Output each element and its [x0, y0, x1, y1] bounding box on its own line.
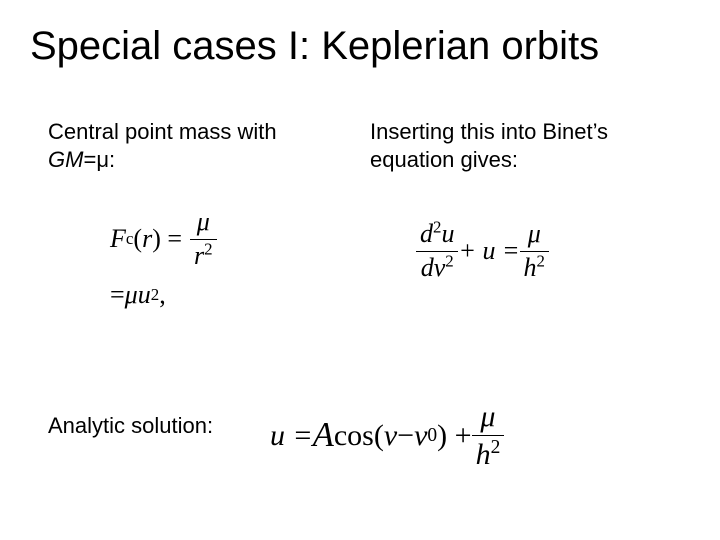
analytic-solution-label: Analytic solution:	[48, 412, 213, 440]
fc2-mu: μ	[125, 280, 138, 310]
binet-frac-right: μ h2	[520, 220, 549, 282]
gm-symbol: GM	[48, 147, 83, 172]
slide-title: Special cases I: Keplerian orbits	[30, 24, 599, 69]
right-line-2: equation gives:	[370, 146, 690, 174]
sol-A: A	[313, 416, 334, 455]
fc-den-r: r	[194, 241, 204, 270]
binet-u: u	[441, 219, 454, 248]
fc-fraction: μ r2	[190, 208, 217, 270]
binet-frac-left: d2u dν2	[416, 220, 458, 282]
left-column-text: Central point mass with GM=μ:	[48, 118, 348, 173]
equation-binet: d2u dν2 + u = μ h2	[416, 220, 549, 282]
binet-d1: d	[420, 219, 433, 248]
binet-nu: ν	[434, 253, 446, 282]
binet-d2: d	[421, 253, 434, 282]
mu-symbol: μ	[96, 147, 109, 172]
binet-h-exp: 2	[537, 251, 545, 270]
gm-eq: =	[83, 147, 96, 172]
sol-close-plus: ) +	[437, 419, 471, 453]
binet-nu-exp: 2	[445, 251, 453, 270]
sol-u-eq: u =	[270, 419, 313, 453]
sol-h: h	[476, 438, 491, 471]
gm-colon: :	[109, 147, 115, 172]
sol-mu: μ	[480, 400, 495, 433]
equation-fc2: = μu2,	[110, 280, 166, 310]
sol-minus: −	[397, 419, 414, 453]
sol-cos: cos(	[334, 419, 384, 453]
sol-nu0: ν	[414, 419, 427, 453]
slide: Special cases I: Keplerian orbits Centra…	[0, 0, 720, 540]
left-line-2: GM=μ:	[48, 146, 348, 174]
fc-close-eq: ) =	[152, 224, 182, 254]
fc2-comma: ,	[159, 280, 166, 310]
sol-nu: ν	[384, 419, 397, 453]
sol-frac: μ h2	[472, 400, 505, 471]
left-line-1: Central point mass with	[48, 118, 348, 146]
fc-num: μ	[197, 207, 210, 236]
fc-F: F	[110, 224, 126, 254]
binet-mu: μ	[528, 219, 541, 248]
sol-h-exp: 2	[491, 437, 501, 458]
fc2-eq: =	[110, 280, 125, 310]
right-column-text: Inserting this into Binet’s equation giv…	[370, 118, 690, 173]
binet-h: h	[524, 253, 537, 282]
equation-solution: u = A cos(ν − ν0) + μ h2	[270, 400, 504, 471]
equation-fc: Fc(r) = μ r2	[110, 208, 217, 270]
fc2-u: u	[138, 280, 151, 310]
fc-r: r	[142, 224, 152, 254]
fc-den-exp: 2	[204, 239, 212, 258]
right-line-1: Inserting this into Binet’s	[370, 118, 690, 146]
fc-open: (	[133, 224, 142, 254]
binet-plus-u-eq: + u =	[458, 236, 519, 266]
